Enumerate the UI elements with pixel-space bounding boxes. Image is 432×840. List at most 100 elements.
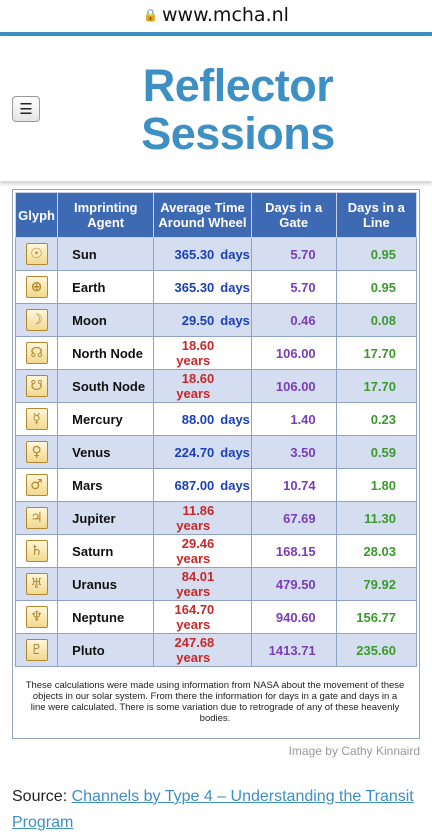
avg-value: 11.86 bbox=[182, 503, 215, 518]
header-days-line: Days in a Line bbox=[335, 192, 418, 238]
avg-time-cell: 18.60years bbox=[153, 369, 252, 403]
avg-value: 365.30 bbox=[174, 246, 215, 262]
glyph-cell: ♀ bbox=[14, 435, 59, 469]
avg-unit: days bbox=[220, 246, 250, 262]
glyph-cell: ☿ bbox=[14, 402, 59, 436]
avg-time-cell: 224.70 days bbox=[153, 435, 252, 469]
agent-cell: Earth bbox=[57, 270, 155, 304]
glyph-cell: ♆ bbox=[14, 600, 59, 634]
avg-unit: years bbox=[176, 353, 211, 368]
glyph-cell: ♇ bbox=[14, 633, 59, 667]
table-row: ♆ Neptune 164.70years 940.60 156.77 bbox=[14, 600, 418, 634]
avg-unit: days bbox=[220, 411, 250, 427]
avg-value: 88.00 bbox=[181, 411, 215, 427]
glyph-cell: ♄ bbox=[14, 534, 59, 568]
transit-table: Glyph Imprinting Agent Average Time Arou… bbox=[14, 192, 418, 667]
avg-time-cell: 11.86years bbox=[153, 501, 252, 535]
days-gate-cell: 479.50 bbox=[250, 567, 337, 601]
avg-value: 84.01 bbox=[181, 569, 215, 584]
avg-value: 29.46 bbox=[181, 536, 215, 551]
table-row: ☿ Mercury 88.00 days 1.40 0.23 bbox=[14, 402, 418, 436]
agent-cell: Pluto bbox=[57, 633, 155, 667]
glyph-cell: ☉ bbox=[14, 237, 59, 271]
days-gate-cell: 168.15 bbox=[250, 534, 337, 568]
days-line-cell: 17.70 bbox=[335, 336, 418, 370]
agent-cell: Uranus bbox=[57, 567, 155, 601]
source-link[interactable]: Channels by Type 4 – Understanding the T… bbox=[12, 788, 414, 831]
avg-unit: days bbox=[220, 477, 250, 493]
avg-time-cell: 88.00 days bbox=[153, 402, 252, 436]
avg-time-cell: 365.30 days bbox=[153, 237, 252, 271]
hamburger-icon: ☰ bbox=[19, 101, 33, 118]
source-line: Source: Channels by Type 4 – Understandi… bbox=[12, 784, 422, 836]
table-row: ♃ Jupiter 11.86years 67.69 11.30 bbox=[14, 501, 418, 535]
avg-value: 164.70 bbox=[174, 602, 215, 617]
logo-line2: Sessions bbox=[141, 108, 335, 159]
glyph-cell: ☽ bbox=[14, 303, 59, 337]
avg-value: 224.70 bbox=[174, 444, 215, 460]
agent-cell: Neptune bbox=[57, 600, 155, 634]
days-gate-cell: 67.69 bbox=[250, 501, 337, 535]
header-agent: Imprinting Agent bbox=[57, 192, 155, 238]
table-row: ♇ Pluto 247.68years 1413.71 235.60 bbox=[14, 633, 418, 667]
avg-value: 365.30 bbox=[174, 279, 215, 295]
logo-line1: Reflector bbox=[142, 60, 334, 111]
planet-glyph-icon: ♄ bbox=[25, 540, 48, 562]
table-row: ♄ Saturn 29.46years 168.15 28.03 bbox=[14, 534, 418, 568]
avg-unit: years bbox=[176, 650, 211, 665]
agent-cell: Saturn bbox=[57, 534, 155, 568]
glyph-cell: ⊕ bbox=[14, 270, 59, 304]
avg-value: 18.60 bbox=[181, 371, 215, 386]
avg-unit: years bbox=[176, 551, 211, 566]
glyph-cell: ♃ bbox=[14, 501, 59, 535]
planet-glyph-icon: ♅ bbox=[25, 573, 48, 595]
avg-value: 687.00 bbox=[174, 477, 215, 493]
days-gate-cell: 0.46 bbox=[250, 303, 337, 337]
planet-glyph-icon: ☿ bbox=[25, 408, 48, 430]
days-line-cell: 235.60 bbox=[335, 633, 418, 667]
days-gate-cell: 1.40 bbox=[250, 402, 337, 436]
glyph-cell: ☊ bbox=[14, 336, 59, 370]
agent-cell: Jupiter bbox=[57, 501, 155, 535]
glyph-cell: ♅ bbox=[14, 567, 59, 601]
days-line-cell: 17.70 bbox=[335, 369, 418, 403]
agent-cell: Sun bbox=[57, 237, 155, 271]
avg-value: 29.50 bbox=[181, 312, 215, 328]
days-gate-cell: 106.00 bbox=[250, 369, 337, 403]
planet-glyph-icon: ☉ bbox=[25, 243, 48, 265]
avg-unit: days bbox=[220, 279, 250, 295]
days-gate-cell: 5.70 bbox=[250, 237, 337, 271]
header-avg-time: Average Time Around Wheel bbox=[153, 192, 252, 238]
days-gate-cell: 940.60 bbox=[250, 600, 337, 634]
days-line-cell: 1.80 bbox=[335, 468, 418, 502]
glyph-cell: ☋ bbox=[14, 369, 59, 403]
planet-glyph-icon: ☽ bbox=[25, 309, 48, 331]
agent-cell: Mars bbox=[57, 468, 155, 502]
days-line-cell: 156.77 bbox=[335, 600, 418, 634]
avg-time-cell: 247.68years bbox=[153, 633, 252, 667]
planet-glyph-icon: ☊ bbox=[25, 342, 48, 364]
planet-glyph-icon: ♀ bbox=[25, 441, 48, 463]
table-row: ☊ North Node 18.60years 106.00 17.70 bbox=[14, 336, 418, 370]
days-line-cell: 0.95 bbox=[335, 270, 418, 304]
avg-unit: days bbox=[220, 312, 250, 328]
days-gate-cell: 106.00 bbox=[250, 336, 337, 370]
site-logo[interactable]: Reflector Sessions bbox=[120, 62, 356, 158]
days-line-cell: 11.30 bbox=[335, 501, 418, 535]
days-line-cell: 79.92 bbox=[335, 567, 418, 601]
image-credit: Image by Cathy Kinnaird bbox=[288, 744, 420, 758]
table-row: ♅ Uranus 84.01years 479.50 79.92 bbox=[14, 567, 418, 601]
menu-button[interactable]: ☰ bbox=[12, 96, 40, 122]
url-bar[interactable]: 🔒 www.mcha.nl bbox=[0, 0, 432, 30]
days-line-cell: 0.95 bbox=[335, 237, 418, 271]
top-accent-line bbox=[0, 32, 432, 36]
header-glyph: Glyph bbox=[14, 192, 59, 238]
days-gate-cell: 3.50 bbox=[250, 435, 337, 469]
days-line-cell: 28.03 bbox=[335, 534, 418, 568]
avg-time-cell: 84.01years bbox=[153, 567, 252, 601]
planet-glyph-icon: ♆ bbox=[25, 606, 48, 628]
avg-unit: years bbox=[176, 386, 211, 401]
transit-table-image: Glyph Imprinting Agent Average Time Arou… bbox=[12, 189, 420, 739]
planet-glyph-icon: ⊕ bbox=[25, 276, 48, 298]
planet-glyph-icon: ☋ bbox=[25, 375, 48, 397]
